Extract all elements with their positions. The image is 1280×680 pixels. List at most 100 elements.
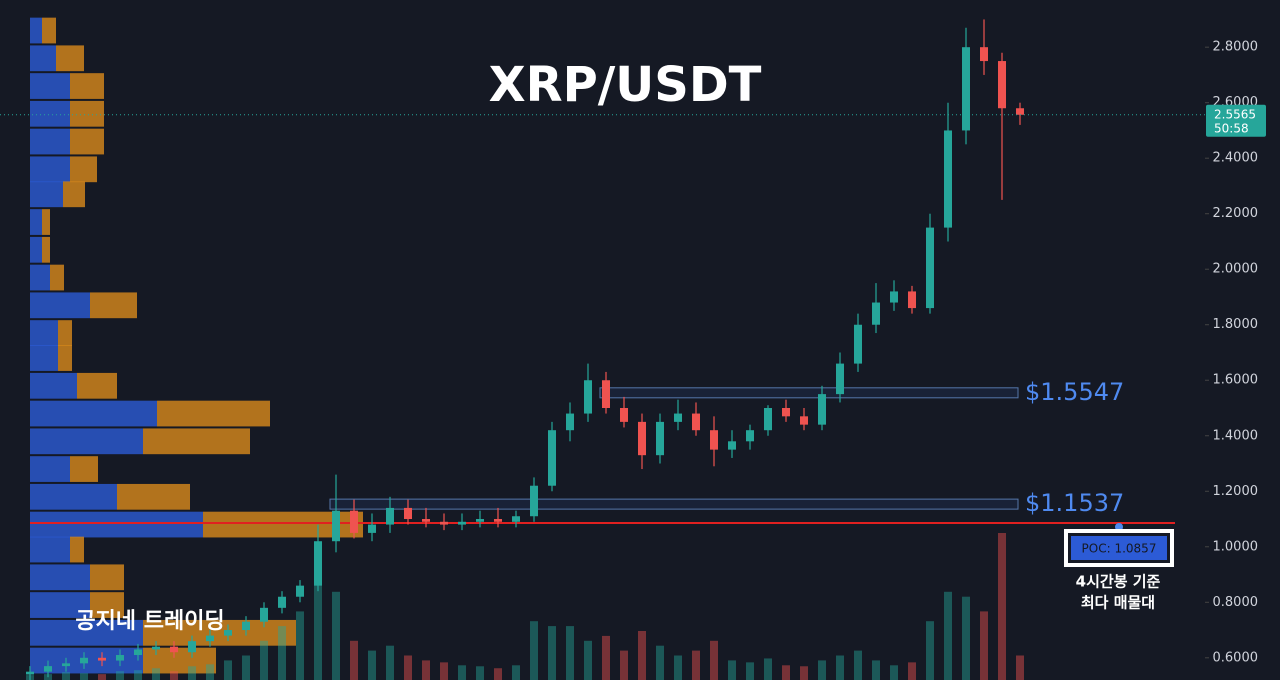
profile-sell: [58, 345, 72, 371]
poc-box: [1071, 536, 1167, 560]
candle-body: [746, 430, 754, 442]
candle-body: [350, 510, 358, 533]
volume-bar: [674, 655, 682, 680]
profile-sell: [56, 45, 84, 72]
y-tick-label: 2.2000: [1213, 206, 1259, 221]
profile-sell: [143, 428, 250, 455]
y-tick-label: 0.8000: [1213, 595, 1259, 610]
profile-buy: [30, 73, 70, 99]
watermark: 공지네 트레이딩: [75, 609, 224, 634]
level-label: $1.1537: [1025, 489, 1124, 517]
candle-body: [710, 430, 718, 450]
candle-body: [314, 541, 322, 586]
candle-body: [836, 363, 844, 395]
volume-bar: [260, 640, 268, 680]
profile-buy: [30, 181, 63, 208]
profile-buy: [30, 236, 42, 263]
profile-buy: [30, 592, 90, 618]
candle-body: [908, 291, 916, 309]
candle-body: [458, 521, 466, 525]
volume-bar: [62, 672, 70, 680]
volume-bar: [134, 670, 142, 680]
profile-buy: [30, 128, 70, 155]
profile-buy: [30, 45, 56, 72]
volume-bar: [638, 631, 646, 680]
volume-bar: [800, 666, 808, 680]
volume-bar: [404, 655, 412, 680]
candle-body: [602, 380, 610, 408]
note-line: 4시간봉 기준: [1076, 573, 1161, 591]
profile-sell: [70, 73, 104, 99]
candle-body: [152, 646, 160, 650]
volume-bar: [1016, 655, 1024, 680]
volume-bar: [890, 665, 898, 680]
candle-body: [512, 516, 520, 522]
candle-body: [332, 510, 340, 542]
profile-sell: [63, 181, 85, 208]
y-tick-label: 1.2000: [1213, 484, 1259, 499]
candle-body: [584, 380, 592, 414]
volume-bar: [818, 660, 826, 680]
volume-bar: [296, 611, 304, 680]
profile-sell: [77, 372, 117, 399]
profile-buy: [30, 456, 70, 482]
profile-sell: [42, 236, 50, 263]
y-tick-label: 2.0000: [1213, 262, 1259, 277]
volume-bar: [872, 660, 880, 680]
profile-buy: [30, 100, 70, 127]
candle-body: [656, 421, 664, 456]
profile-buy: [30, 400, 157, 427]
profile-sell: [58, 320, 72, 346]
profile-sell: [70, 536, 84, 563]
volume-bar: [188, 666, 196, 680]
candle-body: [674, 413, 682, 422]
profile-buy: [30, 264, 50, 291]
profile-buy: [30, 345, 58, 371]
candle-body: [494, 519, 502, 522]
volume-bar: [116, 671, 124, 680]
volume-bar: [476, 666, 484, 680]
volume-bar: [530, 621, 538, 680]
profile-sell: [70, 128, 104, 155]
level-zone: [599, 387, 1019, 399]
volume-bar: [962, 596, 970, 680]
volume-bar: [746, 662, 754, 680]
candle-body: [260, 607, 268, 622]
candle-body: [890, 291, 898, 303]
note-line: 최다 매물대: [1081, 594, 1155, 612]
level-label: $1.5547: [1025, 378, 1124, 406]
candle-body: [620, 408, 628, 422]
volume-bar: [170, 671, 178, 680]
profile-sell: [143, 647, 216, 674]
volume-bar: [692, 650, 700, 680]
volume-bar: [98, 674, 106, 680]
profile-buy: [30, 156, 70, 183]
candle-body: [1016, 108, 1024, 115]
volume-bar: [242, 655, 250, 680]
y-tick-label: 1.8000: [1213, 317, 1259, 332]
profile-buy: [30, 564, 90, 591]
candle-body: [224, 630, 232, 636]
profile-sell: [143, 619, 296, 646]
candle-body: [188, 641, 196, 653]
volume-bar: [620, 650, 628, 680]
candle-body: [638, 421, 646, 456]
candle-body: [134, 649, 142, 656]
profile-sell: [157, 400, 270, 427]
poc-frame: [1064, 529, 1174, 567]
candle-body: [278, 596, 286, 608]
volume-bar: [512, 665, 520, 680]
volume-bar: [440, 662, 448, 680]
volume-bar: [728, 660, 736, 680]
profile-sell: [70, 456, 98, 482]
volume-bar: [584, 640, 592, 680]
chart-title: XRP/USDT: [489, 57, 762, 113]
countdown-label: 50:58: [1214, 121, 1249, 135]
candle-body: [854, 324, 862, 364]
volume-bar: [494, 668, 502, 680]
profile-sell: [117, 483, 190, 510]
candle-body: [44, 666, 52, 672]
candle-body: [296, 585, 304, 597]
volume-bar: [926, 621, 934, 680]
volume-bar: [332, 591, 340, 680]
